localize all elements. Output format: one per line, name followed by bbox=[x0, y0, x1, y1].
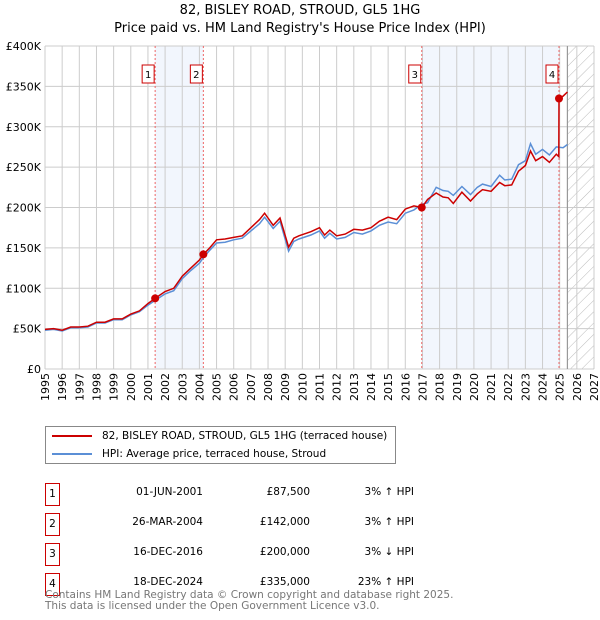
x-tick-label: 2013 bbox=[348, 373, 361, 401]
x-tick-label: 1998 bbox=[90, 373, 103, 401]
chart-subtitle: Price paid vs. HM Land Registry's House … bbox=[114, 21, 486, 36]
sale-date: 16-DEC-2016 bbox=[133, 546, 203, 558]
hpi-comparison: 3% ↓ HPI bbox=[364, 546, 414, 558]
table-row: 1 01-JUN-2001 £87,500 3% ↑ HPI bbox=[45, 483, 445, 506]
sale-marker-badge: 2 bbox=[45, 513, 60, 536]
x-tick-label: 2006 bbox=[228, 373, 241, 401]
sale-date: 01-JUN-2001 bbox=[136, 486, 203, 498]
x-tick-label: 2024 bbox=[537, 373, 550, 401]
y-tick-label: £0 bbox=[27, 363, 41, 376]
y-tick-label: £400K bbox=[6, 40, 42, 53]
y-tick-label: £150K bbox=[6, 242, 42, 255]
table-row: 2 26-MAR-2004 £142,000 3% ↑ HPI bbox=[45, 513, 445, 536]
sale-point bbox=[151, 294, 160, 303]
x-tick-label: 2010 bbox=[296, 373, 309, 401]
hpi-comparison: 3% ↑ HPI bbox=[364, 516, 414, 528]
y-tick-label: £100K bbox=[6, 282, 42, 295]
hpi-comparison: 3% ↑ HPI bbox=[364, 486, 414, 498]
legend-label: HPI: Average price, terraced house, Stro… bbox=[102, 448, 327, 460]
footer-copyright: Contains HM Land Registry data © Crown c… bbox=[45, 589, 454, 601]
x-tick-label: 2004 bbox=[193, 373, 206, 401]
x-tick-label: 2026 bbox=[571, 373, 584, 401]
y-tick-label: £350K bbox=[6, 80, 42, 93]
sale-date: 26-MAR-2004 bbox=[132, 516, 203, 528]
sale-date: 18-DEC-2024 bbox=[133, 576, 203, 588]
x-tick-label: 2012 bbox=[331, 373, 344, 401]
sale-label-box bbox=[141, 64, 155, 84]
x-tick-label: 2022 bbox=[502, 373, 515, 401]
sale-point bbox=[417, 203, 426, 212]
legend-swatch-blue bbox=[52, 453, 92, 455]
x-tick-label: 2011 bbox=[314, 373, 327, 401]
x-tick-label: 2005 bbox=[211, 373, 224, 401]
x-tick-label: 2016 bbox=[399, 373, 412, 401]
x-tick-label: 2018 bbox=[434, 373, 447, 401]
y-tick-label: £250K bbox=[6, 161, 42, 174]
x-tick-label: 2020 bbox=[468, 373, 481, 401]
legend-label: 82, BISLEY ROAD, STROUD, GL5 1HG (terrac… bbox=[102, 430, 388, 442]
sale-price: £87,500 bbox=[266, 486, 310, 498]
x-tick-label: 2001 bbox=[142, 373, 155, 401]
x-tick-label: 2007 bbox=[245, 373, 258, 401]
x-tick-label: 1995 bbox=[39, 373, 52, 401]
sale-point bbox=[555, 94, 564, 103]
x-tick-label: 2014 bbox=[365, 373, 378, 401]
x-tick-label: 1996 bbox=[56, 373, 69, 401]
x-tick-label: 2019 bbox=[451, 373, 464, 401]
hpi-comparison: 23% ↑ HPI bbox=[357, 576, 414, 588]
x-tick-label: 2000 bbox=[125, 373, 138, 401]
sale-label: 1 bbox=[145, 70, 151, 81]
price-chart: 1995 1996 1997 1998 1999 2000 2001 2002 2003 2004… bbox=[6, 40, 600, 401]
x-tick-label: 2002 bbox=[159, 373, 172, 401]
chart-title: 82, BISLEY ROAD, STROUD, GL5 1HG bbox=[179, 3, 421, 18]
x-tick-label: 1997 bbox=[73, 373, 86, 401]
sale-label-box bbox=[189, 64, 203, 84]
y-tick-label: £50K bbox=[13, 323, 42, 336]
sale-label-box bbox=[545, 64, 559, 84]
sale-label: 3 bbox=[412, 70, 418, 81]
property-price-line bbox=[44, 91, 568, 331]
footer-licence: This data is licensed under the Open Gov… bbox=[45, 600, 380, 612]
legend: 82, BISLEY ROAD, STROUD, GL5 1HG (terrac… bbox=[45, 426, 396, 464]
x-tick-label: 2021 bbox=[485, 373, 498, 401]
sale-label-box bbox=[408, 64, 422, 84]
sale-price: £335,000 bbox=[259, 576, 310, 588]
hpi-line bbox=[44, 141, 568, 332]
x-tick-label: 1999 bbox=[108, 373, 121, 401]
x-tick-label: 2008 bbox=[262, 373, 275, 401]
sale-label: 4 bbox=[549, 70, 555, 81]
sale-price: £142,000 bbox=[259, 516, 310, 528]
x-tick-label: 2017 bbox=[416, 373, 429, 401]
x-tick-label: 2023 bbox=[519, 373, 532, 401]
sale-marker-badge: 1 bbox=[45, 483, 60, 506]
sale-price: £200,000 bbox=[259, 546, 310, 558]
x-tick-label: 2015 bbox=[382, 373, 395, 401]
x-tick-label: 2027 bbox=[588, 373, 600, 401]
sale-marker-badge: 4 bbox=[45, 573, 60, 596]
legend-item-hpi: HPI: Average price, terraced house, Stro… bbox=[52, 445, 326, 463]
y-tick-label: £200K bbox=[6, 202, 42, 215]
legend-swatch-red bbox=[52, 435, 92, 437]
table-row: 4 18-DEC-2024 £335,000 23% ↑ HPI bbox=[45, 573, 445, 596]
legend-item-property: 82, BISLEY ROAD, STROUD, GL5 1HG (terrac… bbox=[52, 427, 387, 445]
sale-label: 2 bbox=[193, 70, 199, 81]
x-tick-label: 2003 bbox=[176, 373, 189, 401]
sale-point bbox=[199, 250, 208, 259]
table-row: 3 16-DEC-2016 £200,000 3% ↓ HPI bbox=[45, 543, 445, 566]
sale-marker-badge: 3 bbox=[45, 543, 60, 566]
x-tick-label: 2025 bbox=[554, 373, 567, 401]
y-tick-label: £300K bbox=[6, 121, 42, 134]
x-tick-label: 2009 bbox=[279, 373, 292, 401]
